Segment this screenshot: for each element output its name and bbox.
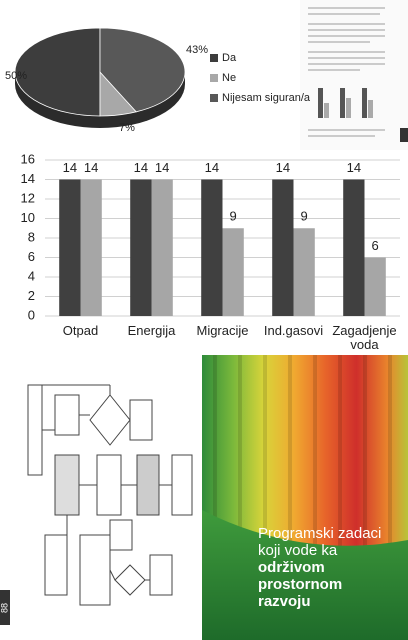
cover-title-line: razvoju <box>258 593 311 610</box>
bar-value-label: 9 <box>230 209 237 224</box>
bar-value-label: 14 <box>63 160 77 175</box>
bar-value-label: 9 <box>301 209 308 224</box>
bar-value-label: 6 <box>372 238 379 253</box>
legend-swatch <box>210 74 218 82</box>
y-tick-label: 10 <box>21 210 35 225</box>
x-tick-label: Ind.gasovi <box>263 323 324 338</box>
bar <box>222 228 244 316</box>
cover-title-line: održivom <box>258 559 325 576</box>
bar <box>293 228 315 316</box>
cover-title-line: koji vode ka <box>258 542 338 559</box>
bar <box>201 179 223 316</box>
bar <box>59 179 81 316</box>
y-tick-label: 12 <box>21 190 35 205</box>
page-number: 88 <box>0 603 9 613</box>
pie-label: 7% <box>119 122 135 134</box>
y-tick-label: 8 <box>28 229 35 244</box>
bar-value-label: 14 <box>205 160 219 175</box>
legend-label: Nijesam siguran/a <box>222 92 311 104</box>
bar-value-label: 14 <box>347 160 361 175</box>
legend-label: Da <box>222 52 237 64</box>
y-tick-label: 2 <box>28 288 35 303</box>
x-tick-label: Energija <box>127 323 176 338</box>
cover-title-line: prostornom <box>258 576 342 593</box>
flowchart-page <box>27 384 193 606</box>
bar <box>272 179 294 316</box>
bar-value-label: 14 <box>134 160 148 175</box>
bar <box>151 179 173 316</box>
bar <box>364 257 386 316</box>
bar-value-label: 14 <box>84 160 98 175</box>
page-tab <box>0 590 10 625</box>
legend-label: Ne <box>222 72 236 84</box>
y-tick-label: 14 <box>21 171 35 186</box>
bar <box>80 179 102 316</box>
legend-swatch <box>210 94 218 102</box>
pie-label: 43% <box>186 44 208 56</box>
bar-value-label: 14 <box>276 160 290 175</box>
x-tick-label: Zagadjenje voda <box>332 323 397 352</box>
bar <box>130 179 152 316</box>
y-tick-label: 16 <box>21 151 35 166</box>
y-tick-label: 4 <box>28 268 35 283</box>
pie-label: 50% <box>5 70 27 82</box>
bar <box>343 179 365 316</box>
x-tick-label: Migracije <box>196 323 249 338</box>
cover-title-line: Programski zadaci <box>258 525 381 542</box>
y-tick-label: 6 <box>28 249 35 264</box>
bar-value-label: 14 <box>155 160 169 175</box>
x-tick-label: Otpad <box>62 323 99 338</box>
cover-image <box>202 355 408 640</box>
pie-slice <box>99 27 186 113</box>
pie-slice <box>14 27 101 117</box>
y-tick-label: 0 <box>28 307 35 322</box>
document-thumbnail <box>300 0 408 150</box>
legend-swatch <box>210 54 218 62</box>
